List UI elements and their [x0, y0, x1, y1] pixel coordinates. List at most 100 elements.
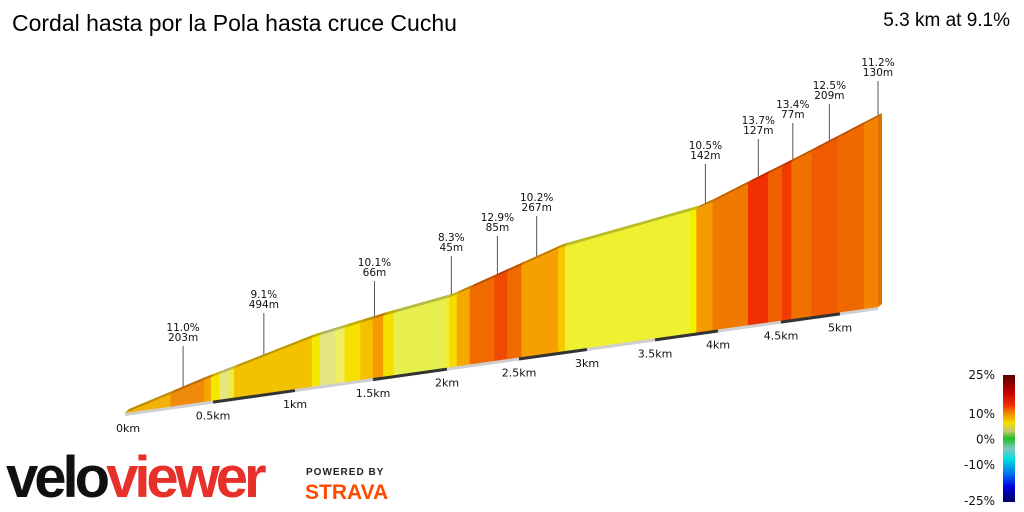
legend-label: 10%: [968, 407, 995, 421]
profile-top-shade: [507, 261, 526, 272]
distance-axis-segment: [372, 367, 448, 382]
profile-top-shade: [768, 162, 787, 174]
distance-axis-segment: [839, 307, 879, 316]
gradient-band: [372, 315, 384, 379]
profile-top-surface: [748, 169, 773, 184]
gradient-band: [564, 210, 691, 352]
segment-length-label: 127m: [743, 125, 773, 137]
segment-gradient-label: 10.1%: [358, 257, 391, 269]
profile-top-shade: [393, 294, 450, 313]
segment-gradient-label: 12.9%: [481, 212, 514, 224]
profile-top-surface: [565, 206, 695, 247]
segment-length-label: 142m: [690, 150, 720, 162]
gradient-band: [335, 327, 346, 384]
gradient-band: [210, 373, 220, 402]
gradient-band: [712, 182, 749, 331]
powered-by-text: POWERED BY: [306, 467, 385, 478]
gradient-band: [521, 247, 559, 358]
profile-top-surface: [229, 364, 239, 371]
gradient-band: [811, 137, 838, 317]
profile-top-shade: [335, 323, 349, 331]
logo-velo: velo: [6, 445, 110, 510]
segment-length-label: 45m: [440, 242, 464, 254]
profile-top-shade: [494, 267, 512, 278]
profile-top-shade: [125, 389, 175, 413]
profile-top-surface: [393, 294, 450, 313]
profile-top-surface: [521, 244, 563, 266]
profile-top-shade: [837, 120, 869, 138]
profile-top-surface: [864, 113, 882, 125]
profile-top-surface: [312, 331, 324, 338]
distance-axis-segment: [294, 378, 374, 393]
segment-length-label: 77m: [781, 109, 805, 121]
profile-top-surface: [360, 315, 377, 323]
profile-top-shade: [864, 113, 882, 125]
profile-end-face: [878, 113, 882, 307]
gradient-band: [837, 123, 865, 314]
gradient-band: [319, 330, 336, 386]
profile-top-surface: [712, 179, 753, 202]
distance-axis-segment: [518, 347, 588, 361]
profile-top-shade: [696, 197, 717, 210]
segment-gradient-label: 10.5%: [689, 140, 722, 152]
x-tick-label: 1.5km: [356, 387, 391, 400]
gradient-legend-bar: [1003, 375, 1015, 502]
gradient-band: [229, 367, 235, 399]
legend-label: -25%: [964, 494, 995, 508]
x-tick-label: 2.5km: [502, 367, 537, 380]
profile-top-shade: [344, 318, 365, 328]
profile-top-shade: [565, 206, 695, 247]
strava-logo[interactable]: STRAVA: [305, 481, 389, 504]
legend-label: 0%: [976, 433, 995, 447]
gradient-band: [456, 287, 471, 367]
profile-top-shade: [470, 273, 499, 289]
profile-top-surface: [782, 157, 796, 167]
gradient-band: [863, 116, 879, 310]
profile-top-surface: [837, 120, 869, 138]
profile-top-surface: [204, 373, 216, 380]
x-tick-label: 4.5km: [764, 330, 799, 343]
profile-top-shade: [782, 157, 796, 167]
veloviewer-logo[interactable]: veloviewer: [6, 445, 267, 510]
profile-top-surface: [125, 389, 175, 413]
profile-top-shade: [229, 364, 239, 371]
profile-top-shade: [449, 290, 462, 298]
x-tick-label: 4km: [706, 339, 730, 352]
distance-axis-segment: [124, 400, 214, 416]
gradient-band: [311, 334, 321, 387]
profile-top-surface: [344, 318, 365, 328]
x-tick-label: 0.5km: [196, 410, 231, 423]
gradient-band: [747, 172, 769, 326]
gradient-band: [768, 166, 783, 323]
gradient-band: [203, 376, 212, 403]
profile-top-surface: [690, 205, 701, 211]
segment-gradient-label: 9.1%: [250, 289, 277, 301]
profile-top-surface: [768, 162, 787, 174]
distance-axis-segment: [212, 389, 296, 404]
segment-length-label: 209m: [814, 90, 844, 102]
profile-top-shade: [748, 169, 773, 184]
profile-top-surface: [373, 311, 388, 320]
gradient-band: [507, 264, 523, 360]
profile-top-surface: [507, 261, 526, 272]
profile-top-shade: [360, 315, 377, 323]
segment-gradient-label: 13.7%: [742, 115, 775, 127]
gradient-band: [689, 208, 697, 334]
gradient-band: [445, 296, 451, 369]
profile-top-surface: [791, 147, 816, 162]
gradient-band: [449, 293, 458, 368]
gradient-band: [469, 276, 495, 365]
profile-top-surface: [383, 308, 398, 316]
profile-top-shade: [170, 375, 209, 394]
profile-top-surface: [494, 267, 512, 278]
gradient-band: [344, 322, 361, 383]
profile-top-shade: [373, 311, 388, 320]
profile-top-surface: [470, 273, 499, 289]
gradient-band: [696, 201, 714, 333]
profile-top-surface: [335, 323, 349, 331]
segment-gradient-label: 11.2%: [861, 57, 894, 69]
profile-top-shade: [457, 284, 475, 295]
segment-length-label: 494m: [249, 299, 279, 311]
gradient-band: [383, 312, 395, 377]
gradient-band: [360, 318, 374, 381]
